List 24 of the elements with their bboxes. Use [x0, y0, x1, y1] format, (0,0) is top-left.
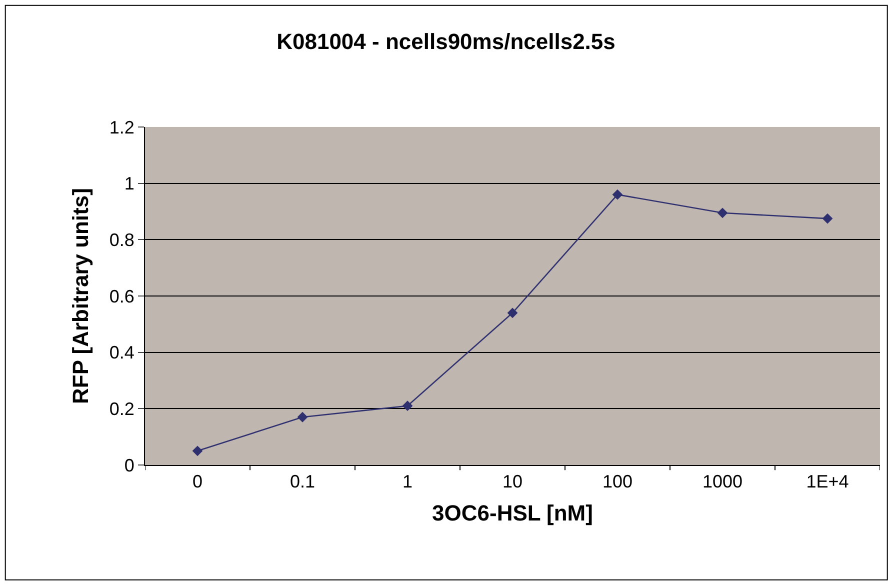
chart-title: K081004 - ncells90ms/ncells2.5s: [276, 28, 616, 54]
point: [192, 446, 203, 456]
point: [297, 412, 308, 422]
y-tick-label: 0: [124, 455, 134, 476]
x-tick-label: 0.1: [290, 472, 316, 492]
x-tick-label: 1: [402, 472, 413, 492]
x-tick-label: 100: [602, 472, 633, 492]
x-axis-title: 3OC6-HSL [nM]: [432, 500, 593, 526]
point: [717, 208, 728, 218]
x-tick-label: 0: [192, 472, 203, 492]
y-tick-label: 1: [124, 174, 134, 194]
y-tick-label: 0.8: [109, 230, 134, 250]
x-tick-label: 1000: [702, 472, 743, 492]
point: [402, 400, 413, 412]
x-tick-label: 10: [502, 472, 523, 492]
y-tick-label: 0.4: [109, 342, 134, 363]
y-axis-title: RFP [Arbitrary units]: [68, 188, 94, 404]
x-tick-label: 1E+4: [806, 472, 849, 492]
y-tick-label: 0.2: [109, 398, 134, 419]
y-tick-label: 0.6: [109, 286, 134, 306]
y-tick-label: 1.2: [109, 117, 134, 138]
point: [612, 189, 623, 200]
point: [507, 308, 518, 318]
point: [822, 213, 833, 224]
